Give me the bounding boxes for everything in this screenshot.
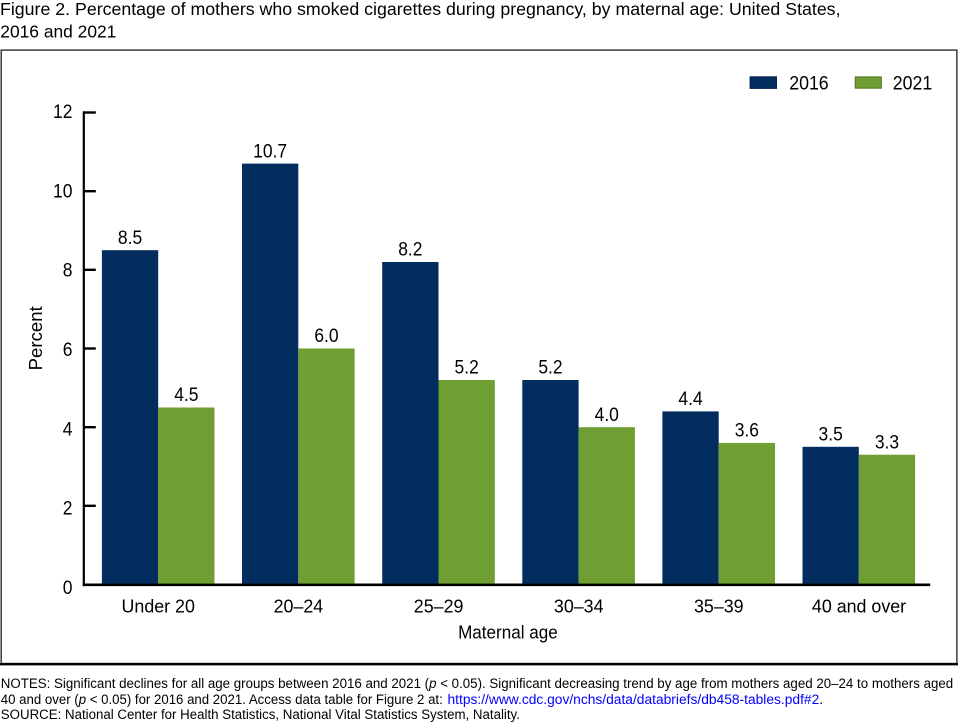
svg-text:35–39: 35–39 — [694, 596, 744, 616]
svg-text:6.0: 6.0 — [314, 324, 338, 346]
svg-text:25–29: 25–29 — [414, 596, 464, 616]
svg-text:3.3: 3.3 — [875, 431, 899, 453]
svg-text:20–24: 20–24 — [274, 596, 324, 616]
svg-text:3.5: 3.5 — [819, 423, 843, 445]
svg-text:4.5: 4.5 — [174, 383, 198, 405]
svg-text:6: 6 — [63, 338, 73, 360]
svg-text:Maternal age: Maternal age — [458, 622, 558, 643]
svg-text:4.0: 4.0 — [595, 403, 619, 425]
svg-text:30–34: 30–34 — [554, 596, 604, 616]
svg-text:5.2: 5.2 — [455, 356, 479, 378]
svg-text:2016 and 2021: 2016 and 2021 — [0, 22, 116, 42]
svg-text:Figure 2. Percentage of mother: Figure 2. Percentage of mothers who smok… — [0, 0, 841, 19]
svg-text:4: 4 — [63, 417, 73, 439]
svg-text:SOURCE: National Center for He: SOURCE: National Center for Health Stati… — [1, 706, 520, 721]
svg-text:40 and over: 40 and over — [812, 596, 906, 616]
svg-text:0: 0 — [63, 576, 73, 598]
svg-text:8: 8 — [63, 259, 73, 281]
svg-text:4.4: 4.4 — [678, 387, 702, 409]
svg-text:Under 20: Under 20 — [122, 596, 195, 616]
svg-text:10.7: 10.7 — [253, 139, 287, 161]
svg-text:8.5: 8.5 — [118, 226, 142, 248]
svg-text:NOTES: Significant declines fo: NOTES: Significant declines for all age … — [1, 676, 953, 691]
svg-text:Percent: Percent — [25, 305, 46, 370]
svg-text:5.2: 5.2 — [538, 356, 562, 378]
svg-text:https://www.cdc.gov/nchs/data/: https://www.cdc.gov/nchs/data/databriefs… — [448, 691, 824, 707]
svg-text:8.2: 8.2 — [398, 238, 422, 260]
svg-text:10: 10 — [53, 179, 72, 201]
svg-text:40 and over (p < 0.05) for 201: 40 and over (p < 0.05) for 2016 and 2021… — [1, 692, 443, 707]
svg-text:2016: 2016 — [789, 72, 828, 94]
svg-text:2021: 2021 — [893, 72, 932, 94]
svg-text:12: 12 — [53, 100, 72, 122]
svg-text:2: 2 — [63, 497, 73, 519]
svg-text:3.6: 3.6 — [735, 419, 759, 441]
